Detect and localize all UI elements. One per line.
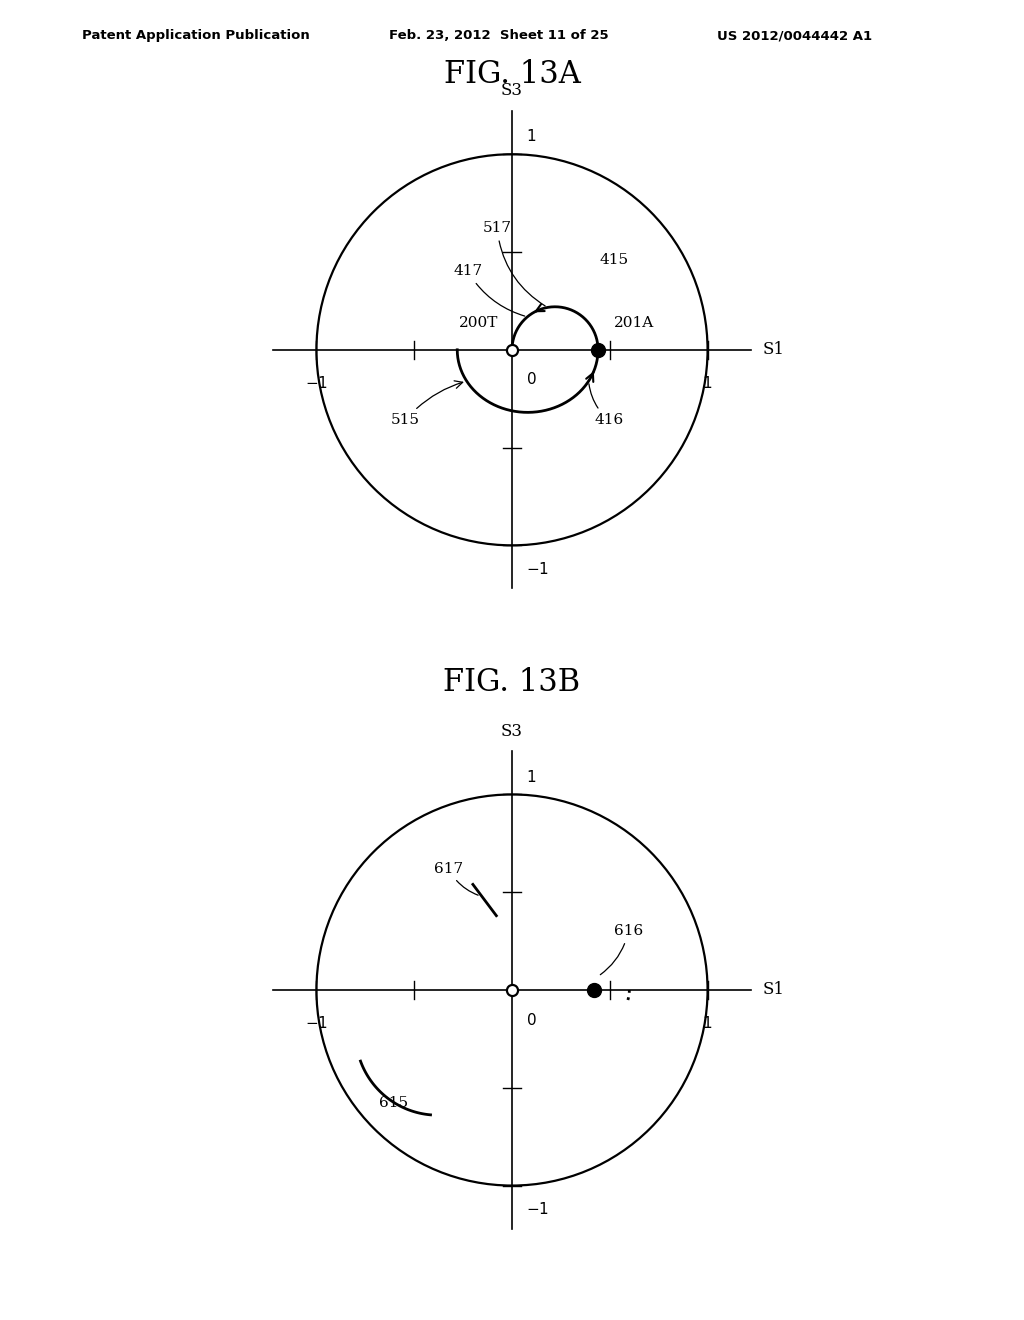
Text: S1: S1 bbox=[762, 342, 784, 358]
Text: 616: 616 bbox=[600, 924, 643, 974]
Text: FIG. 13B: FIG. 13B bbox=[443, 667, 581, 697]
Text: $-1$: $-1$ bbox=[525, 561, 549, 577]
Text: $1$: $1$ bbox=[702, 1015, 713, 1031]
Text: $1$: $1$ bbox=[525, 128, 536, 144]
Text: US 2012/0044442 A1: US 2012/0044442 A1 bbox=[717, 29, 871, 42]
Text: 416: 416 bbox=[589, 384, 624, 428]
Text: $0$: $0$ bbox=[525, 1011, 537, 1027]
Text: S1: S1 bbox=[762, 982, 784, 998]
Text: $-1$: $-1$ bbox=[305, 1015, 328, 1031]
Text: 617: 617 bbox=[434, 862, 478, 895]
Text: 517: 517 bbox=[482, 222, 545, 306]
Text: $0$: $0$ bbox=[525, 371, 537, 387]
Text: 417: 417 bbox=[454, 264, 524, 315]
Text: 515: 515 bbox=[391, 380, 463, 428]
Text: 415: 415 bbox=[600, 252, 629, 267]
Text: 200T: 200T bbox=[459, 317, 499, 330]
Text: $-1$: $-1$ bbox=[525, 1201, 549, 1217]
Text: S3: S3 bbox=[501, 722, 523, 739]
Text: Feb. 23, 2012  Sheet 11 of 25: Feb. 23, 2012 Sheet 11 of 25 bbox=[389, 29, 608, 42]
Text: FIG. 13A: FIG. 13A bbox=[443, 59, 581, 90]
Text: 201A: 201A bbox=[613, 317, 654, 330]
Text: S3: S3 bbox=[501, 82, 523, 99]
Text: $1$: $1$ bbox=[525, 768, 536, 784]
Text: $-1$: $-1$ bbox=[305, 375, 328, 391]
Text: 615: 615 bbox=[379, 1097, 409, 1110]
Text: Patent Application Publication: Patent Application Publication bbox=[82, 29, 309, 42]
Text: $1$: $1$ bbox=[702, 375, 713, 391]
